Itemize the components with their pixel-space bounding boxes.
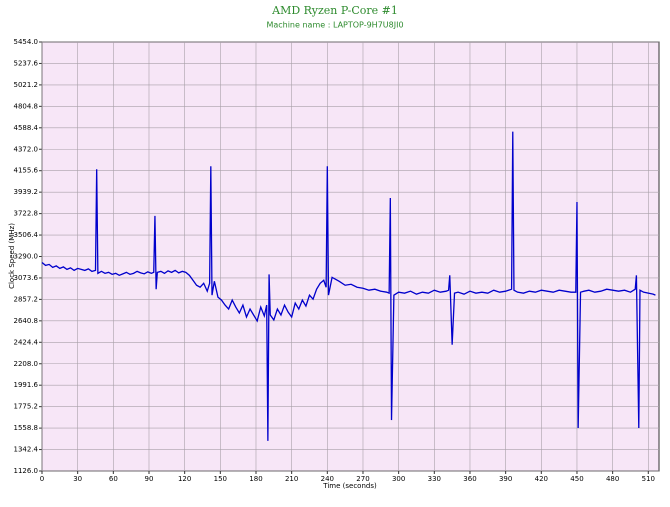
- x-tick-label: 60: [109, 475, 118, 483]
- x-tick-label: 450: [570, 475, 583, 483]
- x-tick-label: 90: [145, 475, 154, 483]
- y-tick-label: 3290.0: [14, 253, 39, 261]
- y-axis-label: Clock Speed (MHz): [8, 223, 16, 289]
- y-tick-label: 4588.4: [14, 124, 39, 132]
- data-line: [41, 131, 656, 441]
- x-tick-label: 30: [73, 475, 82, 483]
- y-tick-label: 1558.8: [14, 424, 39, 432]
- x-tick-label: 510: [642, 475, 655, 483]
- x-tick-label: 480: [606, 475, 619, 483]
- y-tick-label: 1991.6: [14, 381, 39, 389]
- x-axis-label: Time (seconds): [322, 482, 377, 490]
- y-tick-label: 2424.4: [14, 338, 39, 346]
- y-tick-label: 4372.0: [14, 145, 39, 153]
- x-tick-label: 240: [321, 475, 334, 483]
- chart-title: AMD Ryzen P-Core #1: [271, 4, 398, 17]
- y-tick-label: 3939.2: [14, 188, 39, 196]
- x-tick-label: 390: [499, 475, 512, 483]
- x-tick-label: 360: [463, 475, 476, 483]
- x-tick-label: 330: [428, 475, 441, 483]
- x-tick-label: 300: [392, 475, 405, 483]
- x-tick-label: 210: [285, 475, 298, 483]
- chart-subtitle: Machine name : LAPTOP-9H7U8JI0: [266, 21, 403, 30]
- x-tick-label: 150: [214, 475, 227, 483]
- y-tick-label: 1342.4: [14, 446, 39, 454]
- y-tick-label: 2857.2: [14, 295, 39, 303]
- y-tick-label: 2208.0: [14, 360, 39, 368]
- x-tick-label: 420: [535, 475, 548, 483]
- x-tick-label: 270: [356, 475, 369, 483]
- y-tick-label: 4155.6: [14, 167, 39, 175]
- y-tick-label: 4804.8: [14, 102, 39, 110]
- y-tick-label: 3506.4: [14, 231, 39, 239]
- y-tick-label: 3073.6: [14, 274, 39, 282]
- y-tick-label: 1775.2: [14, 403, 39, 411]
- y-tick-label: 5021.2: [14, 81, 39, 89]
- y-tick-label: 2640.8: [14, 317, 39, 325]
- x-tick-label: 0: [40, 475, 44, 483]
- y-tick-label: 5454.0: [14, 38, 39, 46]
- y-tick-label: 3722.8: [14, 210, 39, 218]
- y-tick-label: 5237.6: [14, 59, 39, 67]
- x-tick-label: 120: [178, 475, 191, 483]
- y-tick-label: 1126.0: [14, 467, 39, 475]
- x-tick-label: 180: [249, 475, 262, 483]
